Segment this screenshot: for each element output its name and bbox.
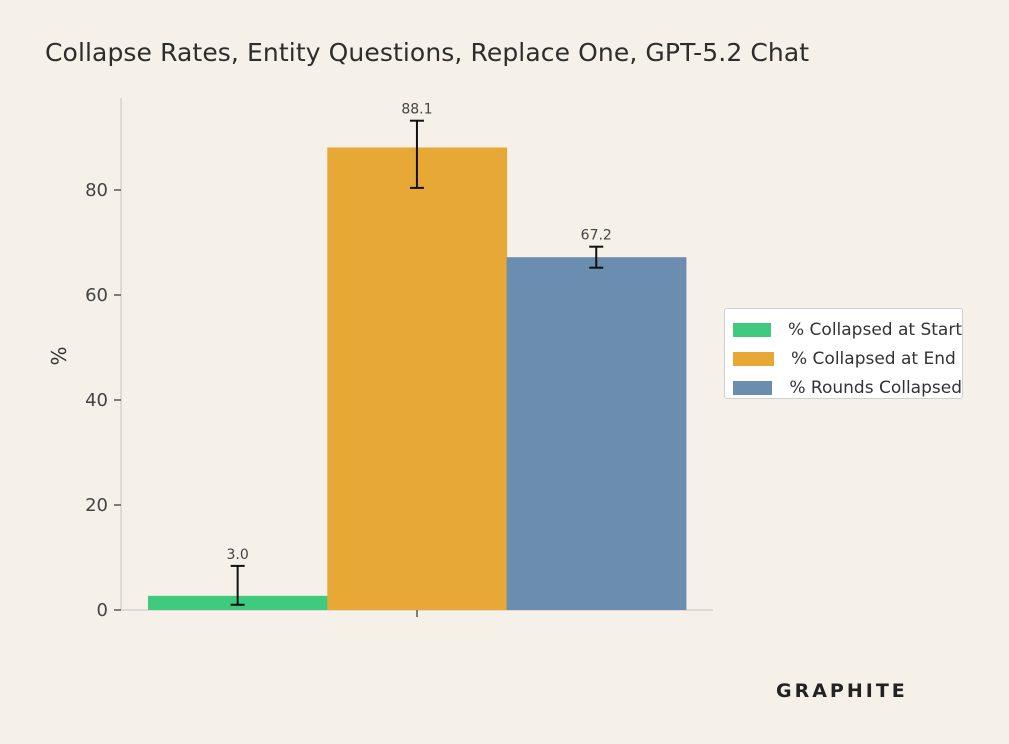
legend: % Collapsed at Start % Collapsed at End … [724, 308, 963, 399]
legend-label-start: % Collapsed at Start [787, 319, 962, 340]
brand-logo: GRAPHITE [776, 680, 908, 702]
legend-label-end: % Collapsed at End [791, 348, 956, 369]
data-labels: 3.0 88.1 67.2 [227, 102, 612, 563]
legend-swatch-start [733, 322, 771, 337]
error-bars [230, 119, 604, 606]
y-tick-label: 20 [85, 495, 108, 516]
data-label: 3.0 [227, 547, 249, 563]
legend-item-start: % Collapsed at Start [725, 315, 962, 344]
data-label: 88.1 [401, 102, 432, 118]
y-tick-label: 0 [97, 600, 108, 621]
y-tick-label: 80 [85, 180, 108, 201]
bar [506, 257, 687, 610]
legend-swatch-rounds [733, 380, 773, 395]
y-axis-label: % [47, 346, 71, 365]
y-tick-label: 60 [85, 285, 108, 306]
legend-label-rounds: % Rounds Collapsed [789, 377, 962, 398]
bars [148, 147, 687, 610]
data-label: 67.2 [581, 228, 612, 244]
bar [327, 147, 508, 610]
chart-title: Collapse Rates, Entity Questions, Replac… [45, 38, 810, 67]
y-tick-label: 40 [85, 390, 108, 411]
legend-item-end: % Collapsed at End [725, 344, 962, 373]
legend-item-rounds: % Rounds Collapsed [725, 373, 962, 402]
legend-swatch-end [733, 351, 774, 366]
